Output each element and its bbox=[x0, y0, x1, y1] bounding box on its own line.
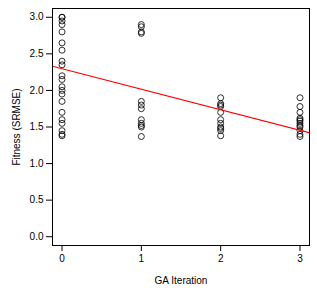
svg-text:2.0: 2.0 bbox=[30, 85, 44, 96]
svg-text:1.5: 1.5 bbox=[30, 121, 44, 132]
svg-text:0.5: 0.5 bbox=[30, 194, 44, 205]
svg-text:GA Iteration: GA Iteration bbox=[155, 275, 208, 286]
svg-text:Fitness (SRMSE): Fitness (SRMSE) bbox=[11, 88, 22, 165]
svg-text:3: 3 bbox=[297, 253, 303, 264]
svg-text:1.0: 1.0 bbox=[30, 158, 44, 169]
svg-text:0: 0 bbox=[59, 253, 65, 264]
svg-text:3.0: 3.0 bbox=[30, 11, 44, 22]
svg-text:0.0: 0.0 bbox=[30, 231, 44, 242]
svg-text:2: 2 bbox=[218, 253, 224, 264]
svg-text:2.5: 2.5 bbox=[30, 48, 44, 59]
svg-text:1: 1 bbox=[139, 253, 145, 264]
